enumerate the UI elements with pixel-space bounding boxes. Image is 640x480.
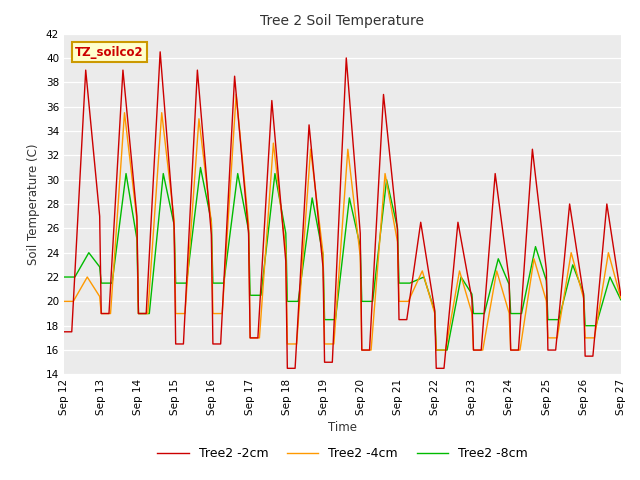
X-axis label: Time: Time — [328, 421, 357, 434]
Text: TZ_soilco2: TZ_soilco2 — [75, 46, 144, 59]
Tree2 -8cm — [129, 208, 136, 214]
Tree2 -2cm — [246, 335, 254, 341]
Tree2 -2cm — [60, 329, 68, 335]
Tree2 -4cm — [232, 92, 240, 97]
Tree2 -2cm — [228, 133, 236, 139]
Tree2 -2cm — [156, 49, 164, 55]
Tree2 -4cm — [255, 335, 263, 341]
Tree2 -8cm — [196, 165, 204, 170]
Tree2 -4cm — [358, 347, 365, 353]
Y-axis label: Soil Temperature (C): Soil Temperature (C) — [28, 143, 40, 265]
Tree2 -4cm — [129, 177, 136, 182]
Tree2 -8cm — [60, 274, 68, 280]
Tree2 -8cm — [589, 323, 596, 329]
Tree2 -8cm — [617, 297, 625, 302]
Tree2 -8cm — [433, 347, 440, 353]
Tree2 -8cm — [255, 292, 263, 298]
Title: Tree 2 Soil Temperature: Tree 2 Soil Temperature — [260, 14, 424, 28]
Tree2 -4cm — [589, 335, 596, 341]
Tree2 -2cm — [307, 138, 314, 144]
Tree2 -2cm — [284, 365, 291, 371]
Tree2 -4cm — [246, 335, 254, 341]
Line: Tree2 -4cm: Tree2 -4cm — [64, 95, 621, 350]
Tree2 -8cm — [305, 218, 313, 224]
Tree2 -4cm — [617, 295, 625, 301]
Tree2 -8cm — [246, 292, 254, 298]
Tree2 -4cm — [60, 299, 68, 304]
Line: Tree2 -8cm: Tree2 -8cm — [64, 168, 621, 350]
Tree2 -2cm — [589, 353, 596, 359]
Legend: Tree2 -2cm, Tree2 -4cm, Tree2 -8cm: Tree2 -2cm, Tree2 -4cm, Tree2 -8cm — [152, 442, 532, 465]
Tree2 -2cm — [129, 165, 136, 170]
Tree2 -4cm — [305, 168, 313, 174]
Tree2 -2cm — [617, 292, 625, 298]
Tree2 -4cm — [226, 189, 234, 195]
Tree2 -8cm — [228, 219, 236, 225]
Line: Tree2 -2cm: Tree2 -2cm — [64, 52, 621, 368]
Tree2 -2cm — [255, 309, 263, 314]
